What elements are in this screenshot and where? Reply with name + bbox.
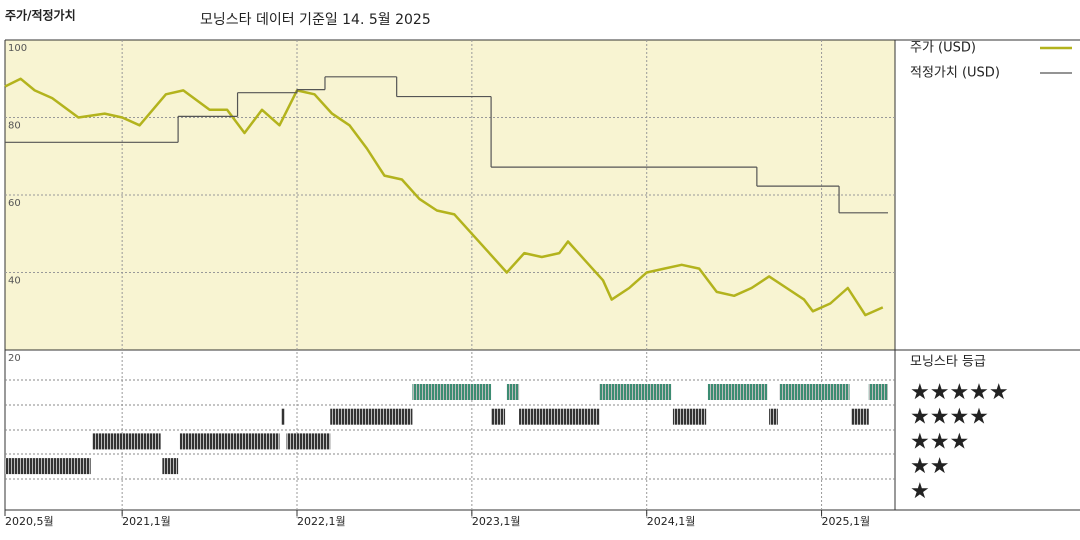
x-tick-label: 2025,1월 [822, 515, 871, 528]
rating-bar [519, 408, 600, 425]
rating-label: ★★★ [910, 429, 969, 454]
y-tick-label: 20 [8, 353, 21, 364]
y-tick-label: 40 [8, 276, 21, 287]
rating-bar [412, 384, 492, 400]
rating-bar [868, 384, 889, 400]
rating-bar [851, 408, 869, 425]
y-tick-label: 60 [8, 198, 21, 209]
rating-label: ★★★★★ [910, 380, 1009, 405]
rating-label: ★★★★ [910, 405, 989, 430]
x-tick-label: 2020,5월 [5, 515, 54, 528]
x-tick-label: 2023,1월 [472, 515, 521, 528]
y-tick-label: 100 [8, 43, 27, 54]
rating-label: ★ [910, 479, 930, 504]
y-tick-label: 80 [8, 121, 21, 132]
rating-bar [707, 384, 768, 400]
rating-bar [286, 433, 331, 450]
x-tick-label: 2021,1월 [122, 515, 171, 528]
price-line [4, 77, 884, 317]
rating-bar [506, 384, 520, 400]
rating-label: ★★ [910, 454, 949, 479]
rating-bar [179, 433, 280, 450]
legend-label: 주가 (USD) [910, 41, 976, 56]
rating-bar [491, 408, 506, 425]
row-lines [5, 379, 895, 480]
rating-title: 모닝스타 등급 [910, 355, 986, 370]
chart-title: 주가/적정가치 [5, 8, 76, 23]
rating-bar [281, 408, 285, 425]
rating-bar [162, 458, 179, 475]
rating-bar [769, 408, 778, 425]
x-tick-label: 2024,1월 [647, 515, 696, 528]
rating-bar [330, 408, 413, 425]
rating-bar [5, 458, 91, 475]
rating-bar [599, 384, 672, 400]
rating-bar [779, 384, 850, 400]
rating-bar [92, 433, 161, 450]
frame [4, 39, 1080, 511]
legend-label: 적정가치 (USD) [910, 66, 1000, 81]
rating-bar [672, 408, 707, 425]
x-tick-label: 2022,1월 [297, 515, 346, 528]
chart-subtitle: 모닝스타 데이터 기준일 14. 5월 2025 [200, 12, 431, 28]
